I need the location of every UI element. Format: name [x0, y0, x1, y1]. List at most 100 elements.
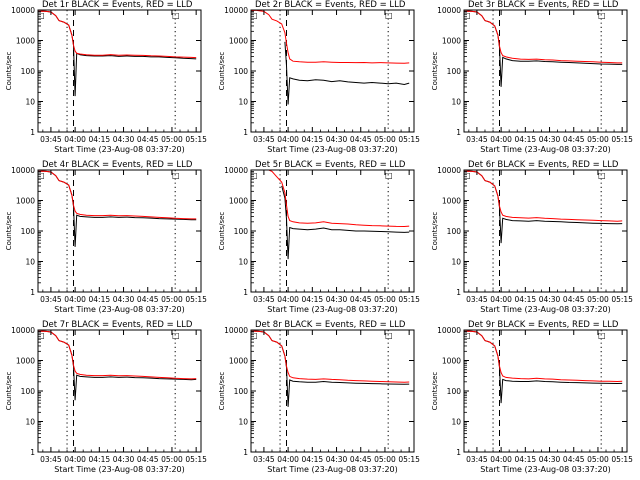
x-tick-label: 04:45 — [563, 455, 585, 464]
y-tick-label: 10000 — [437, 166, 461, 175]
x-tick-label: 04:15 — [89, 455, 111, 464]
y-axis-label: Counts/sec — [5, 372, 13, 411]
y-axis-label: Counts/sec — [431, 372, 439, 411]
x-tick-label: 05:15 — [398, 295, 420, 304]
y-tick-label: 100 — [234, 67, 249, 76]
corner-marker-right: □ — [172, 331, 180, 340]
detector-panel-2: Det 2r BLACK = Events, RED = LLD□ □ 1 10 100… — [218, 0, 420, 154]
x-tick-label: 03:45 — [40, 455, 62, 464]
y-tick-label: 10000 — [11, 166, 35, 175]
y-tick-label: 1000 — [442, 197, 461, 206]
x-tick-label: 05:00 — [161, 135, 183, 144]
x-tick-label: 04:00 — [490, 295, 512, 304]
x-tick-label: 05:15 — [611, 455, 633, 464]
corner-marker-left: □ — [463, 331, 471, 340]
y-tick-label: 1 — [456, 448, 461, 457]
corner-marker-right: □ — [598, 171, 606, 180]
x-axis-label: Start Time (23-Aug-08 03:37:20) — [267, 305, 398, 314]
y-tick-label: 10000 — [224, 166, 248, 175]
y-tick-label: 1 — [30, 288, 35, 297]
corner-marker-left: □ — [463, 171, 471, 180]
y-tick-label: 100 — [234, 227, 249, 236]
corner-marker-right: □ — [598, 11, 606, 20]
x-tick-label: 04:45 — [350, 135, 372, 144]
y-tick-label: 1000 — [442, 357, 461, 366]
x-tick-label: 05:00 — [587, 295, 609, 304]
x-tick-label: 05:15 — [611, 295, 633, 304]
y-tick-label: 1000 — [16, 357, 35, 366]
y-tick-label: 100 — [447, 67, 462, 76]
x-axis-label: Start Time (23-Aug-08 03:37:20) — [480, 305, 611, 314]
x-tick-label: 04:45 — [137, 135, 159, 144]
detector-panel-4: Det 4r BLACK = Events, RED = LLD□ □ 1 10 100… — [5, 160, 207, 314]
x-tick-label: 04:00 — [277, 455, 299, 464]
y-tick-label: 10 — [451, 98, 461, 107]
panel-title: Det 5r BLACK = Events, RED = LLD — [255, 160, 406, 170]
corner-marker-right: □ — [172, 11, 180, 20]
x-axis-label: Start Time (23-Aug-08 03:37:20) — [480, 465, 611, 474]
x-tick-label: 04:30 — [539, 295, 561, 304]
corner-marker-left: □ — [250, 11, 258, 20]
y-tick-label: 1000 — [16, 37, 35, 46]
x-tick-label: 03:45 — [40, 135, 62, 144]
y-tick-label: 1000 — [442, 37, 461, 46]
y-tick-label: 1 — [456, 128, 461, 137]
x-axis-label: Start Time (23-Aug-08 03:37:20) — [54, 465, 185, 474]
corner-marker-left: □ — [37, 331, 45, 340]
x-tick-label: 04:00 — [277, 135, 299, 144]
y-tick-label: 10000 — [437, 6, 461, 15]
events-series-line — [281, 185, 410, 260]
detector-panel-5: Det 5r BLACK = Events, RED = LLD□ □ 1 10 100… — [218, 160, 420, 314]
lld-series-line — [463, 330, 623, 383]
y-tick-label: 1 — [243, 448, 248, 457]
x-tick-label: 05:00 — [587, 455, 609, 464]
x-tick-label: 04:15 — [515, 455, 537, 464]
x-tick-label: 05:00 — [374, 135, 396, 144]
detector-panel-6: Det 6r BLACK = Events, RED = LLD□ □ 1 10 100… — [431, 160, 633, 314]
y-tick-label: 10 — [238, 98, 248, 107]
x-tick-label: 04:30 — [113, 455, 135, 464]
y-tick-label: 10000 — [224, 326, 248, 335]
corner-marker-left: □ — [250, 171, 258, 180]
x-tick-label: 04:45 — [563, 135, 585, 144]
y-axis-label: Counts/sec — [5, 212, 13, 251]
x-tick-label: 04:15 — [89, 135, 111, 144]
x-tick-label: 03:45 — [253, 455, 275, 464]
panel-title: Det 3r BLACK = Events, RED = LLD — [468, 0, 619, 10]
x-axis-label: Start Time (23-Aug-08 03:37:20) — [480, 145, 611, 154]
detector-panel-7: Det 7r BLACK = Events, RED = LLD□ □ 1 10 100… — [5, 320, 207, 474]
x-tick-label: 05:15 — [185, 295, 207, 304]
y-tick-label: 10 — [238, 418, 248, 427]
x-tick-label: 04:00 — [64, 295, 86, 304]
y-tick-label: 1000 — [229, 357, 248, 366]
y-axis-label: Counts/sec — [431, 212, 439, 251]
y-tick-label: 1 — [243, 288, 248, 297]
lld-series-line — [37, 330, 197, 380]
events-series-line — [284, 41, 410, 105]
y-axis-label: Counts/sec — [5, 52, 13, 91]
panel-title: Det 8r BLACK = Events, RED = LLD — [255, 320, 406, 330]
y-tick-label: 10000 — [11, 326, 35, 335]
y-tick-label: 100 — [447, 387, 462, 396]
x-tick-label: 05:00 — [374, 295, 396, 304]
y-tick-label: 100 — [447, 227, 462, 236]
y-tick-label: 100 — [21, 387, 36, 396]
corner-marker-left: □ — [37, 171, 45, 180]
corner-marker-left: □ — [463, 11, 471, 20]
x-tick-label: 05:00 — [161, 455, 183, 464]
x-tick-label: 05:15 — [611, 135, 633, 144]
x-tick-label: 04:45 — [350, 295, 372, 304]
y-tick-label: 10 — [238, 258, 248, 267]
x-tick-label: 05:00 — [587, 135, 609, 144]
y-tick-label: 1 — [30, 448, 35, 457]
x-tick-label: 05:00 — [161, 295, 183, 304]
y-tick-label: 10 — [25, 258, 35, 267]
x-tick-label: 04:30 — [539, 135, 561, 144]
y-axis-label: Counts/sec — [218, 372, 226, 411]
y-tick-label: 10000 — [224, 6, 248, 15]
x-tick-label: 04:15 — [302, 295, 324, 304]
x-tick-label: 04:15 — [515, 295, 537, 304]
y-tick-label: 10000 — [11, 6, 35, 15]
